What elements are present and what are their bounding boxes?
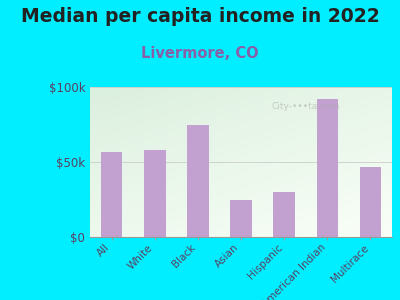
Bar xyxy=(273,192,295,237)
Bar xyxy=(144,150,166,237)
Text: Livermore, CO: Livermore, CO xyxy=(141,46,259,62)
Bar xyxy=(316,99,338,237)
Bar xyxy=(101,152,122,237)
Text: Median per capita income in 2022: Median per capita income in 2022 xyxy=(21,8,379,26)
Bar xyxy=(360,167,381,237)
Bar xyxy=(187,124,209,237)
Bar xyxy=(230,200,252,237)
Text: City-•••ta.com: City-•••ta.com xyxy=(271,102,340,111)
